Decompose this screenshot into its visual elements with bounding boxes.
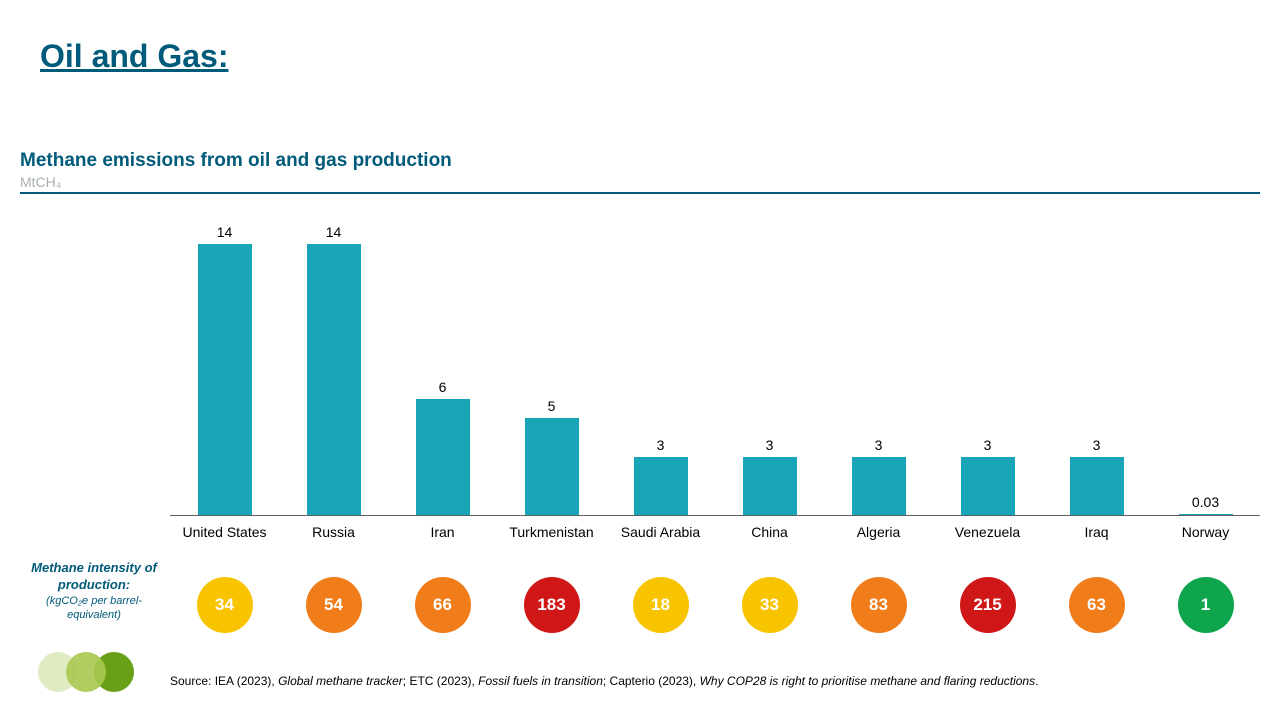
intensity-label-unit: (kgCO₂e per barrel-equivalent) <box>24 594 164 623</box>
source-title-1: Global methane tracker <box>278 674 403 688</box>
intensity-circle: 54 <box>306 577 362 633</box>
intensity-circle: 63 <box>1069 577 1125 633</box>
source-prefix: Source: IEA (2023), <box>170 674 278 688</box>
bar-category-label: Iran <box>388 524 497 540</box>
bar-col: 3 Venezuela <box>933 200 1042 540</box>
bar-col: 14 United States <box>170 200 279 540</box>
intensity-circle: 66 <box>415 577 471 633</box>
chart-divider <box>20 192 1260 194</box>
brand-logo <box>38 652 122 692</box>
bar-col: 3 China <box>715 200 824 540</box>
bar-category-label: Iraq <box>1042 524 1151 540</box>
bar-value-label: 14 <box>279 224 388 240</box>
bar-category-label: Russia <box>279 524 388 540</box>
intensity-cell: 33 <box>715 565 824 645</box>
chart-subtitle: MtCH₄ <box>20 174 62 190</box>
source-title-3: Why COP28 is right to prioritise methane… <box>700 674 1036 688</box>
intensity-axis-label: Methane intensity of production: (kgCO₂e… <box>24 560 164 622</box>
bar-category-label: United States <box>170 524 279 540</box>
bar-category-label: Norway <box>1151 524 1260 540</box>
source-suffix: . <box>1035 674 1038 688</box>
bar <box>1070 457 1124 515</box>
source-mid-1: ; ETC (2023), <box>403 674 478 688</box>
bar-col: 3 Iraq <box>1042 200 1151 540</box>
bar-value-label: 3 <box>933 437 1042 453</box>
intensity-cell: 63 <box>1042 565 1151 645</box>
intensity-cell: 183 <box>497 565 606 645</box>
intensity-circle: 215 <box>960 577 1016 633</box>
bar-value-label: 0.03 <box>1151 494 1260 510</box>
intensity-circle: 183 <box>524 577 580 633</box>
intensity-circle: 18 <box>633 577 689 633</box>
bar-value-label: 3 <box>606 437 715 453</box>
bar-chart: 14 United States 14 Russia 6 Iran 5 Turkmenista… <box>170 200 1260 540</box>
bar-category-label: Turkmenistan <box>497 524 606 540</box>
bar-category-label: Venezuela <box>933 524 1042 540</box>
intensity-cell: 54 <box>279 565 388 645</box>
bar-category-label: Algeria <box>824 524 933 540</box>
intensity-circle: 33 <box>742 577 798 633</box>
bar-col: 3 Saudi Arabia <box>606 200 715 540</box>
intensity-circle: 1 <box>1178 577 1234 633</box>
intensity-circle: 34 <box>197 577 253 633</box>
intensity-cell: 18 <box>606 565 715 645</box>
bar-category-label: Saudi Arabia <box>606 524 715 540</box>
intensity-cell: 215 <box>933 565 1042 645</box>
source-title-2: Fossil fuels in transition <box>478 674 603 688</box>
bar <box>416 399 470 515</box>
bar <box>198 244 252 515</box>
chart-title: Methane emissions from oil and gas produ… <box>20 150 452 172</box>
intensity-label-main: Methane intensity of production: <box>24 560 164 594</box>
bar-value-label: 3 <box>715 437 824 453</box>
bar-category-label: China <box>715 524 824 540</box>
bar <box>961 457 1015 515</box>
bar-value-label: 3 <box>1042 437 1151 453</box>
intensity-cell: 34 <box>170 565 279 645</box>
page-title: Oil and Gas: <box>40 38 228 75</box>
bar <box>743 457 797 515</box>
bar-col: 14 Russia <box>279 200 388 540</box>
bar <box>307 244 361 515</box>
logo-dot-2 <box>66 652 106 692</box>
bar-value-label: 5 <box>497 398 606 414</box>
intensity-cell: 66 <box>388 565 497 645</box>
bar <box>525 418 579 515</box>
intensity-cell: 83 <box>824 565 933 645</box>
bar-value-label: 14 <box>170 224 279 240</box>
source-citation: Source: IEA (2023), Global methane track… <box>170 674 1260 688</box>
bar <box>852 457 906 515</box>
bar-value-label: 3 <box>824 437 933 453</box>
bar-value-label: 6 <box>388 379 497 395</box>
intensity-circle: 83 <box>851 577 907 633</box>
intensity-cell: 1 <box>1151 565 1260 645</box>
bar-col: 3 Algeria <box>824 200 933 540</box>
bar-col: 0.03 Norway <box>1151 200 1260 540</box>
bar <box>1179 514 1233 515</box>
bar-col: 5 Turkmenistan <box>497 200 606 540</box>
intensity-circles-row: 34 54 66 183 18 33 83 215 63 1 <box>170 565 1260 645</box>
bar <box>634 457 688 515</box>
bar-col: 6 Iran <box>388 200 497 540</box>
source-mid-2: ; Capterio (2023), <box>603 674 700 688</box>
